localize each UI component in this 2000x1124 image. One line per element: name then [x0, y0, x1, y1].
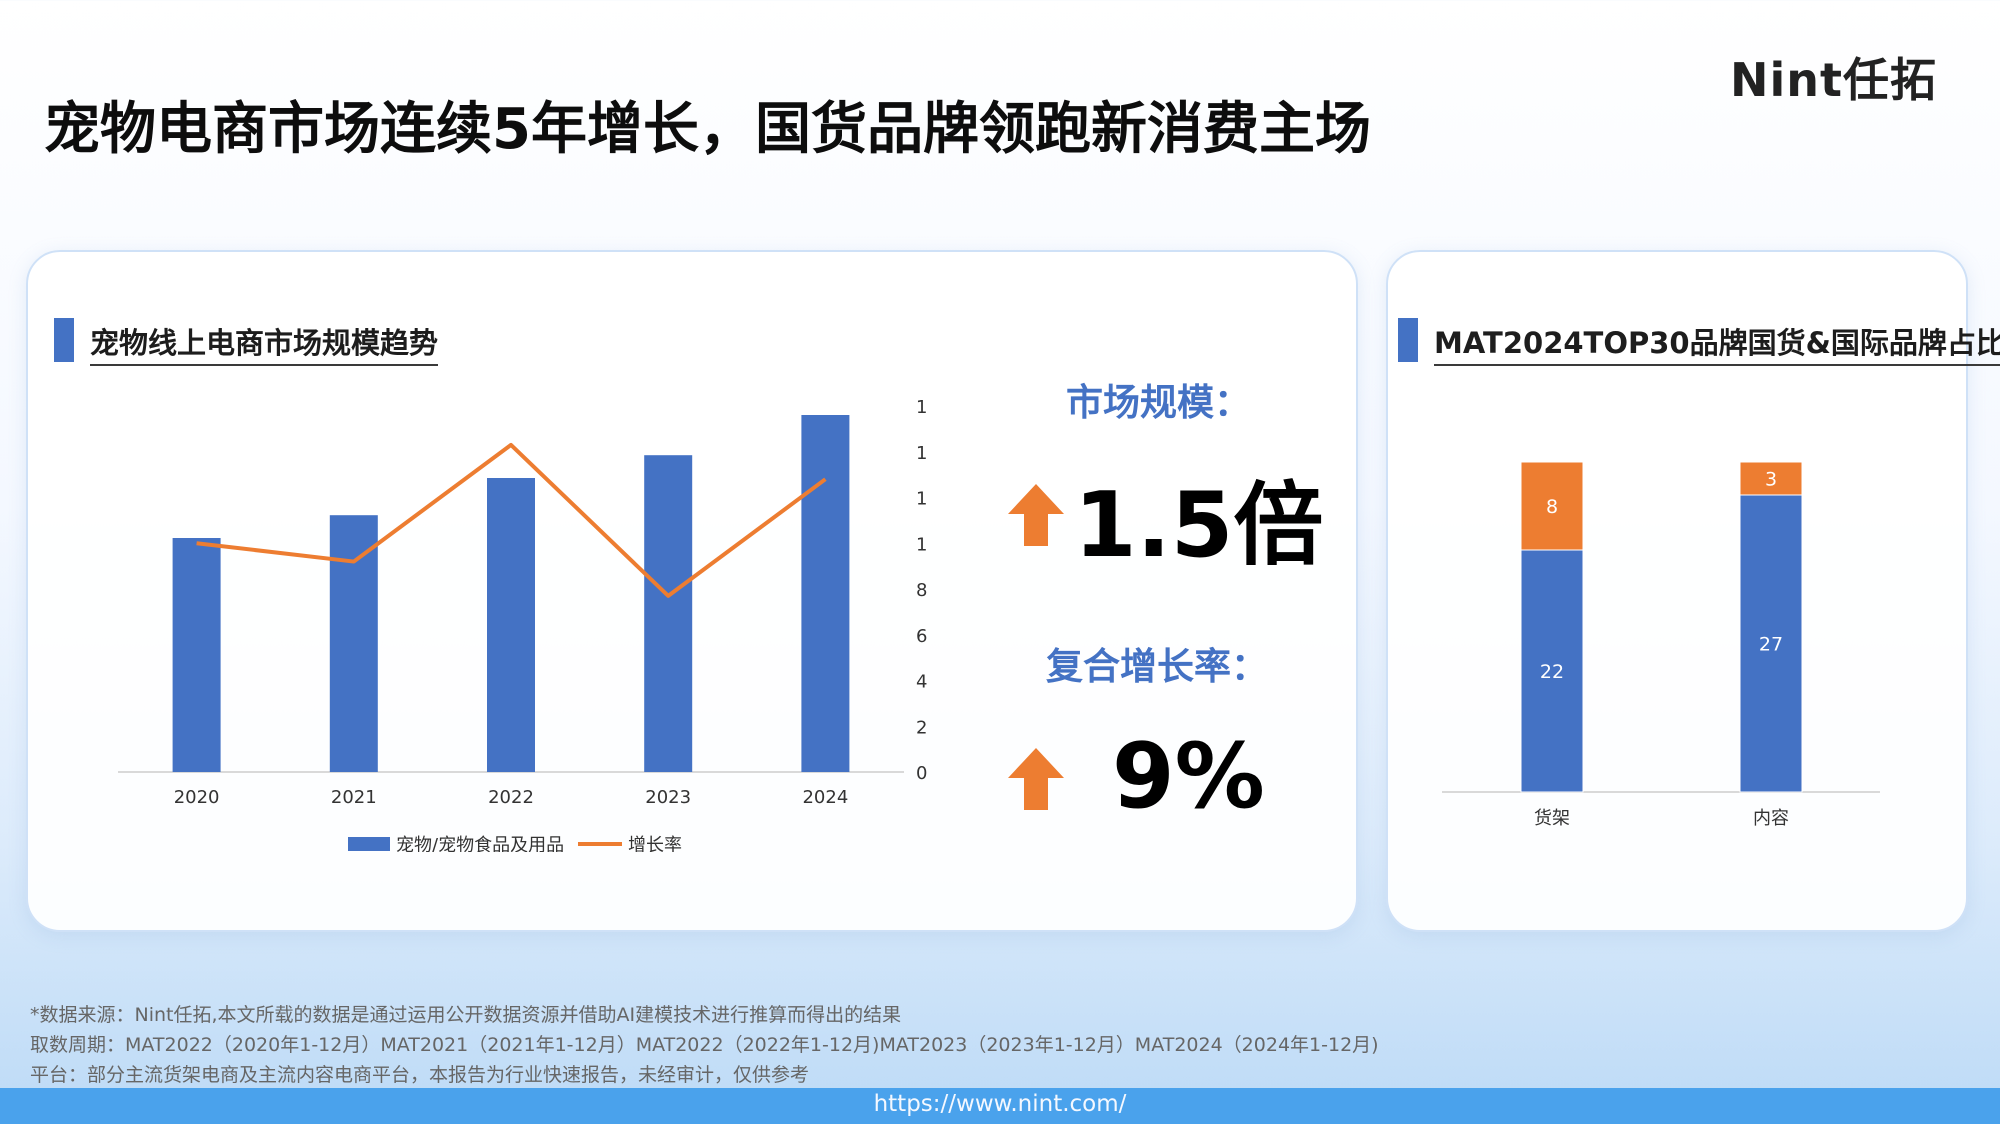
title-accent-bar: [1398, 318, 1418, 362]
y-right-tick-label: 14%: [916, 443, 928, 464]
brand-logo: Nint任拓: [1730, 53, 1938, 107]
x-tick-label: 2023: [645, 787, 691, 808]
website-link[interactable]: https://www.nint.com/: [873, 1091, 1127, 1117]
y-right-tick-label: 0%: [916, 763, 928, 784]
stack-segment: [1520, 461, 1584, 551]
footer-bar: [0, 1088, 2000, 1124]
x-tick-label: 2024: [802, 787, 848, 808]
bar-line-chart: 2020 2021 2022 2023 2024 0% 2% 4% 6% 8% 10% 12% 14%…: [118, 397, 928, 852]
up-arrow-icon: [1008, 748, 1064, 810]
bar-2022: [487, 478, 535, 772]
y-right-tick-label: 6%: [916, 626, 928, 647]
data-label: 3: [1765, 469, 1777, 491]
bar-2024: [801, 415, 850, 772]
data-label: 8: [1546, 496, 1558, 518]
footnote-source: *数据来源：Nint任拓,本文所载的数据是通过运用公开数据资源并借助AI建模技术…: [30, 1004, 902, 1026]
market-trend-card: 宠物线上电商市场规模趋势 2020 2021 2022 2023 2024 0% 2% 4%…: [26, 250, 1358, 932]
bar-2020: [172, 538, 221, 772]
card-title: 宠物线上电商市场规模趋势: [90, 320, 439, 366]
data-label: 22: [1540, 661, 1564, 683]
data-label: 27: [1759, 634, 1783, 656]
stack-segment: [1739, 494, 1803, 793]
x-tick-label: 2021: [331, 787, 377, 808]
stack-segment: [1520, 549, 1584, 793]
x-tick-label: 内容: [1753, 808, 1789, 829]
y-right-tick-label: 4%: [916, 672, 928, 693]
market-size-value: 1.5倍: [1074, 473, 1324, 578]
footnote-platform: 平台：部分主流货架电商及主流内容电商平台，本报告为行业快速报告，未经审计，仅供参…: [30, 1064, 810, 1086]
market-size-label: 市场规模：: [1066, 381, 1251, 424]
cagr-label: 复合增长率：: [1046, 645, 1268, 688]
up-arrow-icon: [1008, 484, 1064, 546]
stack-segment: [1739, 461, 1803, 496]
y-right-tick-label: 10%: [916, 534, 928, 555]
title-accent-bar: [54, 318, 74, 362]
legend-bar-swatch: [348, 837, 390, 851]
card-title: MAT2024TOP30品牌国货&国际品牌占比: [1434, 320, 2000, 366]
y-right-tick-label: 8%: [916, 580, 928, 601]
legend-line-label: 增长率: [628, 835, 682, 852]
x-tick-label: 2020: [174, 787, 220, 808]
footnote-period: 取数周期：MAT2022（2020年1-12月）MAT2021（2021年1-1…: [30, 1034, 1379, 1056]
y-right-tick-label: 16%: [916, 397, 928, 418]
page-title: 宠物电商市场连续5年增长，国货品牌领跑新消费主场: [44, 97, 1371, 162]
y-right-tick-label: 12%: [916, 489, 928, 510]
bar-2023: [644, 455, 693, 772]
cagr-value: 9%: [1112, 724, 1265, 829]
x-tick-label: 2022: [488, 787, 534, 808]
legend-bar-label: 宠物/宠物食品及用品: [396, 835, 564, 852]
y-right-tick-label: 2%: [916, 717, 928, 738]
x-tick-label: 货架: [1534, 808, 1570, 829]
bar-2021: [329, 515, 378, 772]
